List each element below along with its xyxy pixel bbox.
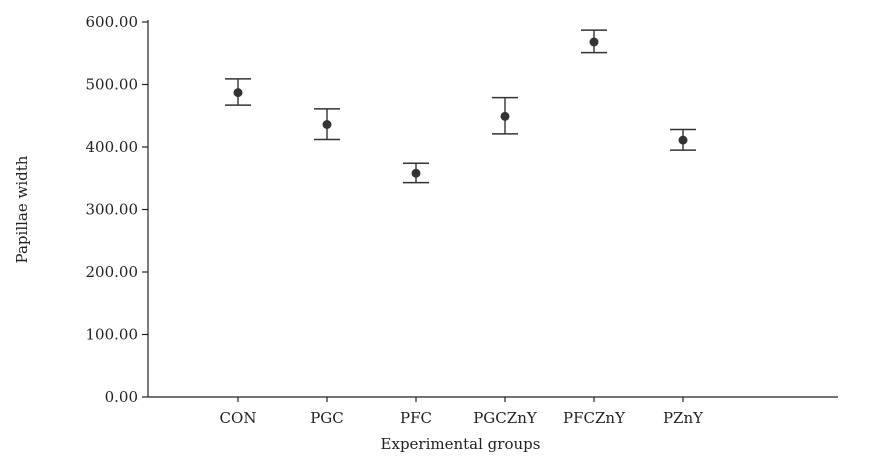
data-point xyxy=(411,168,421,178)
y-tick-label: 100.00 xyxy=(86,326,139,344)
y-tick-label: 400.00 xyxy=(86,138,139,156)
x-tick-label: PFCZnY xyxy=(563,409,626,427)
x-tick-label: PZnY xyxy=(663,409,704,427)
data-point xyxy=(322,120,332,129)
y-tick-label: 300.00 xyxy=(86,201,139,219)
data-point xyxy=(678,135,688,145)
x-axis-ticks: CON PGC PFC PGCZnY PFCZnY PZnY xyxy=(220,397,704,427)
x-tick-label: PGC xyxy=(310,409,344,427)
y-tick-label: 600.00 xyxy=(86,13,139,31)
x-axis-title: Experimental groups xyxy=(381,435,541,453)
data-points xyxy=(233,37,688,178)
error-bars xyxy=(225,29,696,184)
y-tick-label: 0.00 xyxy=(105,388,138,406)
x-tick-label: PGCZnY xyxy=(473,409,538,427)
y-axis-ticks: 0.00 100.00 200.00 300.00 400.00 500.00 600.00 xyxy=(86,13,148,406)
data-point xyxy=(589,37,599,47)
data-point xyxy=(233,88,243,98)
y-axis-title: Papillae width xyxy=(13,155,31,263)
y-tick-label: 500.00 xyxy=(86,76,139,94)
x-tick-label: PFC xyxy=(400,409,432,427)
data-point xyxy=(500,111,510,121)
y-tick-label: 200.00 xyxy=(86,263,139,281)
x-tick-label: CON xyxy=(220,409,257,427)
